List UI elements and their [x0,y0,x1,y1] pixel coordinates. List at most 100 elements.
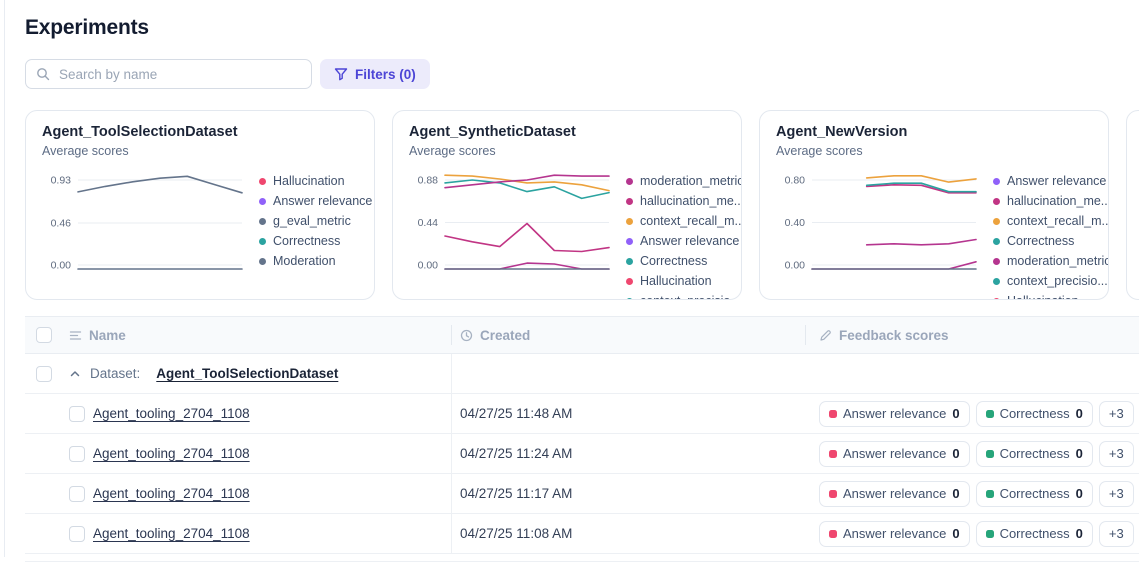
experiment-name-link[interactable]: Agent_tooling_2704_1108 [93,406,250,421]
name-cell: Agent_tooling_2704_1108 [69,394,452,433]
legend-item: context_precisio... [626,294,741,299]
row-checkbox[interactable] [69,445,85,462]
experiment-card-title: Agent_ToolSelectionDataset [42,124,238,140]
feedback-score-badge[interactable]: Correctness 0 [975,440,1093,467]
experiment-name-link[interactable]: Agent_tooling_2704_1108 [93,526,250,541]
legend-item: Answer relevance [259,194,372,208]
legend-dot-icon [993,297,1000,299]
score-color-icon [985,409,994,418]
name-cell: Agent_tooling_2704_1108 [69,514,452,553]
svg-text:0.88: 0.88 [418,175,439,187]
legend-dot-icon [259,197,266,205]
average-scores-chart: 0.80 0.40 0.00 [785,175,977,272]
experiment-card[interactable]: Agent_ToolSelectionDataset Average scores… [25,110,375,300]
legend-item: Answer relevance [626,234,741,248]
column-header-created[interactable]: Created [452,317,806,353]
legend-item: Correctness [626,254,741,268]
legend-item: moderation_metric [993,254,1108,268]
feedback-score-badge[interactable]: Correctness 0 [975,400,1093,427]
legend-label: Correctness [273,234,341,248]
feedback-score-badge[interactable]: +3 [1098,480,1134,507]
experiment-card[interactable]: Agent_NewVersion Average scores 0.80 0.40 0.… [759,110,1109,300]
feedback-score-badge[interactable]: Answer relevance 0 [819,520,970,547]
group-checkbox-cell [25,354,69,393]
partial-card[interactable] [1126,110,1139,300]
name-column-label: Name [89,327,126,343]
column-header-name[interactable]: Name [69,317,452,353]
column-header-feedback-scores[interactable]: Feedback scores [806,317,1139,353]
badge-value: 0 [952,406,960,421]
row-indent-cell [25,474,69,513]
group-checkbox[interactable] [36,365,52,382]
badge-label: Answer relevance [843,406,947,421]
feedback-score-badge[interactable]: +3 [1098,440,1134,467]
feedback-score-badge[interactable]: +3 [1098,520,1134,547]
legend-item: moderation_metric [626,174,741,188]
feedback-score-badge[interactable]: Answer relevance 0 [819,480,970,507]
feedback-score-badge[interactable]: Correctness 0 [975,520,1093,547]
legend-dot-icon [626,237,633,245]
chart-legend: moderation_metric hallucination_me...cont… [626,166,742,299]
legend-label: Correctness [640,254,708,268]
legend-dot-icon [993,257,1000,265]
feedback-scores-cell: Answer relevance 0 Correctness 0 +3 [806,434,1139,473]
feedback-score-badge[interactable]: Answer relevance 0 [819,440,970,467]
experiment-name-link[interactable]: Agent_tooling_2704_1108 [93,446,250,461]
experiment-name-link[interactable]: Agent_tooling_2704_1108 [93,486,250,501]
legend-dot-icon [626,277,633,285]
svg-text:0.00: 0.00 [785,260,806,272]
filters-button[interactable]: Filters (0) [320,59,430,89]
score-color-icon [829,409,837,418]
badge-label: +3 [1108,486,1124,501]
created-value: 04/27/25 11:24 AM [460,446,573,461]
search-input[interactable] [57,65,301,83]
group-feedback-cell [806,354,1139,393]
row-checkbox[interactable] [69,525,85,542]
badge-label: Correctness [999,446,1070,461]
legend-label: Correctness [1007,234,1075,248]
score-color-icon [985,449,994,458]
legend-dot-icon [626,297,633,299]
legend-dot-icon [626,197,633,205]
chart-legend: Answer relevance hallucination_me... conte… [993,166,1108,299]
dataset-link[interactable]: Agent_ToolSelectionDataset [156,366,339,381]
legend-dot-icon [993,277,1000,285]
search-box[interactable] [25,59,312,89]
feedback-score-badge[interactable]: Correctness 0 [975,480,1093,507]
average-scores-chart: 0.93 0.46 0.00 [51,175,243,272]
legend-label: Hallucination [273,174,345,188]
badge-label: Correctness [999,486,1070,501]
feedback-scores-cell: Answer relevance 0 Correctness 0 +3 [806,394,1139,433]
toolbar: Filters (0) [25,59,1139,89]
legend-item: Moderation [259,254,372,268]
experiment-row: Agent_tooling_2704_1108 04/27/25 11:17 AM… [25,474,1139,514]
average-scores-chart: 0.88 0.44 0.00 [418,174,610,272]
legend-dot-icon [626,177,633,185]
feedback-score-badge[interactable]: Answer relevance 0 [819,400,970,427]
legend-dot-icon [626,217,633,225]
experiment-card-title: Agent_NewVersion [776,124,908,140]
badge-value: 0 [952,526,960,541]
experiments-table: Name Created Feedback scores [25,316,1139,562]
row-checkbox[interactable] [69,405,85,422]
legend-label: hallucination_me... [640,194,742,208]
legend-dot-icon [993,177,1000,185]
dataset-group-row: Dataset: Agent_ToolSelectionDataset [25,354,1139,394]
legend-dot-icon [259,257,266,265]
badge-label: Correctness [999,406,1070,421]
experiment-card[interactable]: Agent_SyntheticDataset Average scores 0.88… [392,110,742,300]
legend-dot-icon [626,257,633,265]
chevron-up-icon[interactable] [69,368,81,380]
created-cell: 04/27/25 11:08 AM [452,514,806,553]
badge-label: +3 [1108,446,1124,461]
experiment-row: Agent_tooling_2704_1108 04/27/25 11:24 AM… [25,434,1139,474]
feedback-score-badge[interactable]: +3 [1098,400,1134,427]
svg-text:0.00: 0.00 [418,260,439,272]
search-icon [37,68,50,81]
feedback-scores-cell: Answer relevance 0 Correctness 0 +3 [806,474,1139,513]
created-value: 04/27/25 11:08 AM [460,526,573,541]
legend-label: Answer relevance [273,194,373,208]
row-checkbox[interactable] [69,485,85,502]
score-color-icon [829,489,837,498]
select-all-checkbox[interactable] [36,327,52,343]
